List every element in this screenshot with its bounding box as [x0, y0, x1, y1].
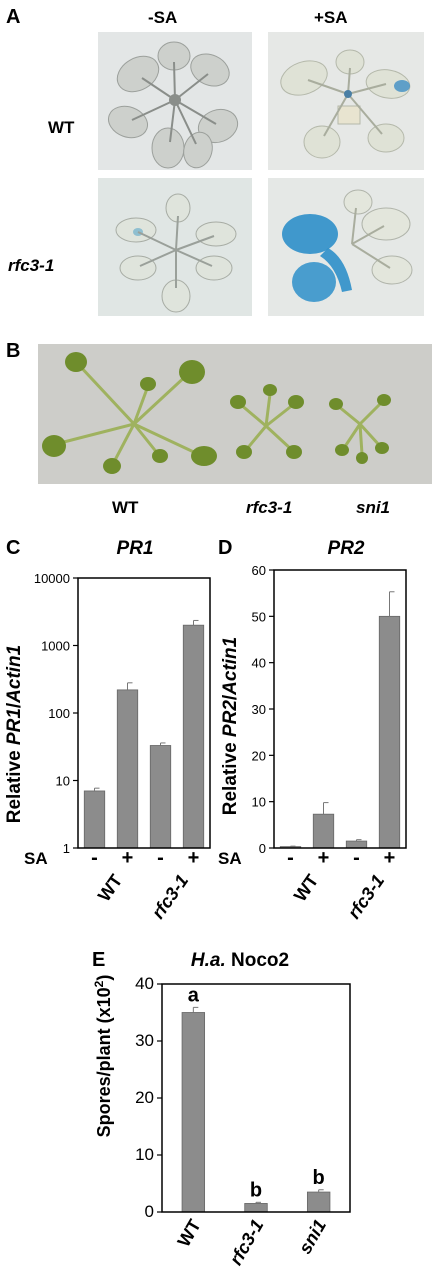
chart-c-ylabel-gene: PR1 [4, 708, 25, 745]
chart-d-ylabel-gene: PR2 [220, 700, 241, 737]
panel-e-letter: E [92, 949, 105, 971]
chart-c-ylabel-ref: Actin1 [4, 645, 25, 704]
chart-e-title: H.a. Noco2 [191, 950, 289, 971]
bar [378, 615, 401, 849]
bar [116, 689, 139, 849]
genotype-label: WT [94, 871, 126, 905]
sa-mark: - [91, 847, 98, 869]
chart-c-sa-prefix: SA [24, 849, 48, 868]
significance-letter: a [188, 984, 200, 1006]
y-tick-label: 30 [252, 702, 266, 717]
column-header-minus-sa: -SA [148, 8, 178, 27]
chart-d-ylabel: Relative PR2/Actin1 [220, 637, 241, 815]
bar [244, 1203, 268, 1213]
row-label-rfc3-1: rfc3-1 [8, 256, 55, 275]
bar [182, 624, 205, 849]
category-label: rfc3-1 [226, 1216, 268, 1268]
chart-e-title-isolate: Noco2 [226, 950, 289, 971]
y-tick-label: 0 [145, 1202, 154, 1221]
panel-a-letter: A [6, 6, 21, 28]
genotype-label: rfc3-1 [148, 871, 193, 923]
sa-mark: - [287, 847, 294, 869]
column-header-plus-sa: +SA [314, 8, 348, 27]
panel-b-letter: B [6, 340, 21, 362]
category-label: WT [173, 1216, 204, 1250]
rosette-wt-minus-sa [108, 41, 239, 169]
sa-mark: + [188, 847, 200, 869]
rosette-wt-plus-sa [280, 49, 411, 159]
genotype-label: rfc3-1 [344, 871, 389, 923]
chart-c-ylabel-sep: / [4, 702, 25, 708]
chart-c-ylabel-prefix: Relative [4, 745, 25, 823]
chart-c-pr1: C PR1 Relative PR1/Actin1 11010010001000… [4, 537, 211, 923]
chart-d-pr2: D PR2 Relative PR2/Actin1 0102030405060 … [218, 537, 407, 923]
rosette-rfc3-1-minus-sa [115, 193, 237, 313]
bar [181, 1012, 206, 1213]
chart-d-sa-prefix: SA [218, 849, 242, 868]
chart-d-ylabel-sep: / [220, 694, 241, 700]
y-tick-label: 1000 [41, 639, 70, 654]
chart-d-ylabel-ref: Actin1 [220, 637, 241, 696]
y-tick-label: 20 [252, 748, 266, 763]
photo-seedlings [38, 344, 432, 484]
y-tick-label: 10000 [34, 571, 70, 586]
sa-mark: + [122, 847, 134, 869]
y-tick-label: 100 [48, 706, 70, 721]
y-tick-label: 10 [135, 1145, 154, 1164]
y-tick-label: 30 [135, 1031, 154, 1050]
y-tick-label: 20 [135, 1088, 154, 1107]
row-label-wt: WT [48, 118, 75, 137]
chart-e-spores: E H.a. Noco2 Spores/plant (x102) 0 10 20 30… [92, 949, 351, 1268]
bar [149, 745, 172, 849]
chart-d-frame [273, 569, 407, 849]
y-tick-label: 60 [252, 563, 266, 578]
chart-e-ylabel: Spores/plant (x102) [92, 975, 114, 1138]
panel-c-letter: C [6, 537, 20, 559]
y-tick-label: 50 [252, 609, 266, 624]
photo-rfc3-1-minus-sa [98, 178, 252, 316]
chart-c-ylabel: Relative PR1/Actin1 [4, 645, 25, 823]
photo-wt-minus-sa [98, 32, 252, 170]
photo-wt-plus-sa [268, 32, 424, 170]
sa-mark: + [384, 847, 396, 869]
seedling-label-sni1: sni1 [356, 498, 391, 517]
y-tick-label: 1 [63, 841, 70, 856]
rosette-rfc3-1-plus-sa [282, 189, 413, 302]
sa-mark: - [157, 847, 164, 869]
significance-letter: b [250, 1179, 262, 1201]
y-tick-label: 10 [56, 774, 70, 789]
chart-e-ylabel-close: ) [94, 975, 114, 981]
significance-letter: b [313, 1167, 325, 1189]
y-tick-label: 40 [252, 656, 266, 671]
bar [312, 813, 335, 849]
y-tick-label: 0 [259, 841, 266, 856]
chart-c-frame [77, 577, 211, 849]
chart-c-title: PR1 [117, 538, 154, 559]
bar [83, 790, 106, 849]
bar [306, 1191, 331, 1213]
sa-mark: + [318, 847, 330, 869]
y-tick-label: 10 [252, 795, 266, 810]
chart-e-ylabel-text: Spores/plant (x10 [94, 987, 114, 1137]
chart-e-title-organism: H.a. [191, 950, 226, 971]
seedlings-image [42, 352, 391, 474]
y-tick-label: 40 [135, 974, 154, 993]
chart-d-title: PR2 [328, 538, 365, 559]
sa-mark: - [353, 847, 360, 869]
chart-e-ylabel-sup: 2 [92, 980, 106, 987]
seedling-label-wt: WT [112, 498, 139, 517]
chart-d-ylabel-prefix: Relative [220, 737, 241, 815]
seedling-label-rfc3-1: rfc3-1 [246, 498, 293, 517]
category-label: sni1 [295, 1216, 330, 1257]
panel-d-letter: D [218, 537, 232, 559]
genotype-label: WT [290, 871, 322, 905]
photo-rfc3-1-plus-sa [268, 178, 424, 316]
chart-e-frame [161, 983, 351, 1213]
